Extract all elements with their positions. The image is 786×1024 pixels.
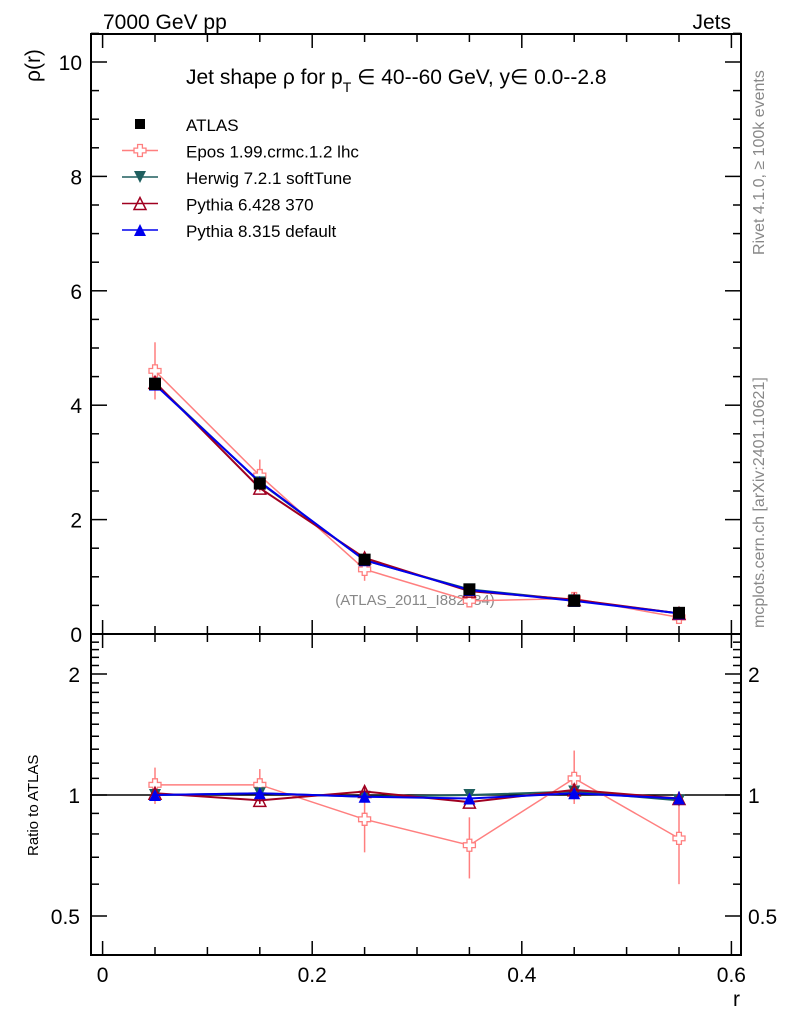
triangle-down-marker bbox=[134, 171, 146, 183]
y-tick-label: 10 bbox=[59, 52, 82, 75]
legend-entry: Herwig 7.2.1 softTune bbox=[122, 169, 352, 188]
ratio-y-tick-label: 0.5 bbox=[51, 906, 80, 929]
y-tick-label: 6 bbox=[70, 281, 82, 304]
legend-label: Pythia 6.428 370 bbox=[186, 196, 314, 215]
open-cross-marker bbox=[133, 143, 147, 158]
legend-entry: ATLAS bbox=[135, 116, 239, 135]
ratio-y-axis-label: Ratio to ATLAS bbox=[25, 755, 42, 856]
triangle-marker bbox=[568, 787, 581, 800]
legend: ATLAS Epos 1.99.crmc.1.2 lhc Herwig 7.2.1 … bbox=[122, 116, 359, 241]
triangle-marker bbox=[149, 789, 161, 801]
header-right: Jets bbox=[692, 11, 731, 34]
legend-label: Pythia 8.315 default bbox=[186, 222, 337, 241]
chart-title: Jet shape ρ for pT ∈ 40--60 GeV, y∈ 0.0-… bbox=[186, 66, 607, 95]
triangle-marker bbox=[673, 792, 685, 805]
open-cross-marker bbox=[357, 812, 372, 826]
square-marker bbox=[673, 606, 685, 619]
series-line bbox=[154, 383, 680, 615]
x-tick-label: 0.4 bbox=[507, 964, 537, 987]
ratio-panel: 0 0.2 0.4 0.6 0.5 0.5 1 1 2 2 bbox=[51, 633, 777, 987]
series-epos bbox=[148, 342, 686, 625]
ratio-series-epos bbox=[148, 750, 686, 885]
legend-label: Herwig 7.2.1 softTune bbox=[186, 169, 352, 188]
series-pythia bbox=[149, 378, 685, 620]
title-main: Jet shape ρ for p bbox=[186, 66, 343, 89]
header-left: 7000 GeV pp bbox=[103, 11, 227, 34]
series-pythia bbox=[147, 374, 687, 621]
ratio-y-tick-label-right: 2 bbox=[748, 664, 760, 687]
x-tick-label: 0 bbox=[97, 964, 109, 987]
legend-label: Epos 1.99.crmc.1.2 lhc bbox=[186, 143, 359, 162]
open-cross-marker bbox=[462, 838, 477, 852]
legend-entry: Epos 1.99.crmc.1.2 lhc bbox=[122, 143, 359, 162]
series-herwig bbox=[149, 377, 685, 620]
ratio-y-tick-label: 2 bbox=[68, 664, 80, 687]
ratio-y-tick-label: 1 bbox=[68, 785, 80, 808]
legend-entry: Pythia 8.315 default bbox=[122, 222, 337, 241]
y-tick-label: 8 bbox=[70, 166, 82, 189]
ratio-y-tick-label-right: 1 bbox=[748, 785, 760, 808]
triangle-marker bbox=[253, 787, 266, 800]
open-cross-marker bbox=[148, 364, 162, 378]
square-marker bbox=[135, 119, 145, 129]
series-line bbox=[154, 382, 680, 615]
open-cross-marker bbox=[357, 562, 372, 577]
square-marker bbox=[568, 594, 581, 607]
title-rest: ∈ 40--60 GeV, y∈ 0.0--2.8 bbox=[351, 66, 606, 89]
y-axis-label: ρ(r) bbox=[22, 49, 45, 82]
x-axis-label: r bbox=[733, 988, 740, 1011]
open-cross-marker bbox=[672, 831, 686, 846]
square-marker bbox=[463, 583, 476, 596]
square-marker bbox=[358, 553, 371, 566]
square-marker bbox=[149, 378, 161, 391]
ratio-line bbox=[155, 777, 680, 847]
y-tick-label: 2 bbox=[70, 510, 82, 533]
series-atlas bbox=[149, 378, 685, 619]
x-tick-label: 0.6 bbox=[717, 964, 746, 987]
open-cross-marker bbox=[462, 594, 477, 608]
open-triangle-marker bbox=[252, 792, 268, 808]
title-sub: T bbox=[343, 79, 352, 95]
x-tick-label: 0.2 bbox=[298, 964, 327, 987]
ratio-y-tick-label-right: 0.5 bbox=[748, 906, 777, 929]
y-tick-label: 4 bbox=[70, 395, 82, 418]
open-cross-marker bbox=[567, 771, 581, 786]
main-panel: 0 2 4 6 8 10 bbox=[59, 32, 742, 955]
triangle-marker bbox=[134, 224, 146, 236]
triangle-marker bbox=[463, 792, 476, 805]
ratio-line bbox=[154, 792, 680, 800]
legend-entry: Pythia 6.428 370 bbox=[122, 196, 314, 215]
y-tick-label: 0 bbox=[70, 624, 82, 647]
series-line bbox=[154, 381, 680, 615]
side-label-bottom: mcplots.cern.ch [arXiv:2401.10621] bbox=[751, 377, 768, 628]
triangle-marker bbox=[358, 790, 371, 803]
legend-label: ATLAS bbox=[186, 116, 239, 135]
side-label-top: Rivet 4.1.0, ≥ 100k events bbox=[751, 70, 768, 255]
open-triangle-marker bbox=[132, 195, 148, 211]
square-marker bbox=[253, 477, 266, 490]
ratio-series-pythia bbox=[149, 787, 685, 805]
series-line bbox=[154, 370, 680, 619]
ratio-line bbox=[154, 788, 680, 804]
